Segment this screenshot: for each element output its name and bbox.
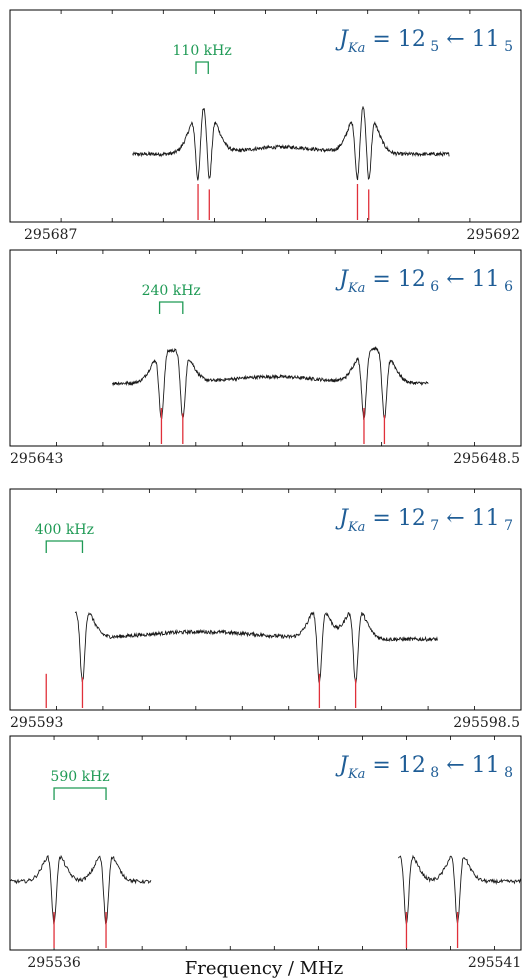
transition-label: JKa = 12 5 ← 11 5	[335, 27, 513, 56]
transition-label-part: J	[335, 27, 349, 52]
transition-label-part: Ka	[347, 767, 365, 782]
transition-label-part: J	[335, 753, 349, 778]
spectrum-trace	[9, 854, 522, 925]
spectrum-panel-1: 295687 295692 110 kHz JKa = 12 5 ← 11 5	[9, 9, 522, 243]
x-tick-label: 295598.5	[453, 715, 520, 731]
transition-label-part: 5	[426, 39, 439, 55]
spectrum-trace	[112, 346, 429, 420]
transition-label-part: Ka	[347, 520, 365, 535]
panel-frame	[9, 488, 522, 711]
x-tick-label: 295541	[468, 955, 521, 971]
transition-label-part: 5	[500, 39, 513, 55]
splitting-label: 400 kHz	[35, 522, 94, 538]
transition-label-part: = 12	[365, 267, 425, 292]
splitting-label: 590 kHz	[50, 769, 109, 785]
transition-label-part: 6	[426, 279, 439, 295]
x-tick-label: 295536	[27, 955, 81, 971]
spectrum-panel-2: 295643 295648.5 240 kHz JKa = 12 6 ← 11 6	[9, 249, 522, 467]
x-axis-label: Frequency / MHz	[185, 958, 343, 979]
splitting-label: 240 kHz	[142, 283, 201, 299]
transition-label-part: 7	[500, 518, 513, 534]
x-tick-label: 295643	[10, 451, 63, 467]
spectrum-panel-3: 295593 295598.5 400 kHz JKa = 12 7 ← 11 7	[9, 488, 522, 731]
transition-label-part: ← 11	[439, 27, 499, 52]
splitting-label: 110 kHz	[173, 43, 232, 59]
x-tick-label: 295692	[467, 227, 520, 243]
spectrum-panel-4: 295536 295541 590 kHz JKa = 12 8 ← 11 8	[9, 735, 522, 971]
transition-label-part: 6	[500, 279, 513, 295]
splitting-bracket	[158, 301, 184, 314]
transition-label: JKa = 12 8 ← 11 8	[335, 753, 513, 782]
panel-frame	[9, 249, 522, 447]
spectrum-trace	[132, 106, 450, 181]
transition-label-part: 8	[426, 765, 439, 781]
transition-label-part: ← 11	[439, 267, 499, 292]
spectrum-trace	[74, 611, 438, 684]
transition-label-part: ← 11	[439, 506, 499, 531]
x-tick-label: 295648.5	[453, 451, 520, 467]
transition-label-part: 8	[500, 765, 513, 781]
transition-label-part: = 12	[365, 27, 425, 52]
transition-label-part: J	[335, 506, 349, 531]
transition-label-part: J	[335, 267, 349, 292]
panel-frame	[9, 735, 522, 951]
splitting-bracket	[53, 787, 107, 800]
transition-label: JKa = 12 6 ← 11 6	[335, 267, 513, 296]
transition-label-part: Ka	[347, 41, 365, 56]
transition-label-part: ← 11	[439, 753, 499, 778]
x-tick-label: 295593	[10, 715, 63, 731]
transition-label-part: = 12	[365, 506, 425, 531]
transition-label-part: = 12	[365, 753, 425, 778]
splitting-bracket	[195, 61, 209, 74]
transition-label-part: 7	[426, 518, 439, 534]
x-tick-label: 295687	[24, 227, 77, 243]
splitting-bracket	[45, 540, 84, 553]
transition-label-part: Ka	[347, 281, 365, 296]
transition-label: JKa = 12 7 ← 11 7	[335, 506, 513, 535]
